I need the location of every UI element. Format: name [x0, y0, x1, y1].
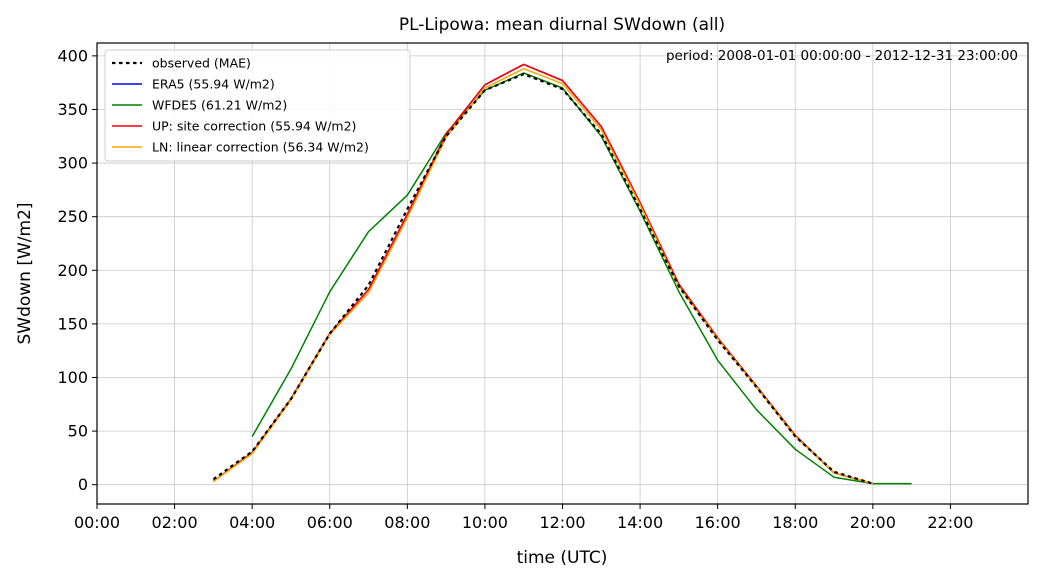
x-tick-label: 16:00 — [695, 513, 741, 532]
legend-box — [104, 49, 411, 162]
x-tick-label: 04:00 — [229, 513, 275, 532]
y-tick-label: 100 — [57, 368, 88, 387]
chart-title: PL-Lipowa: mean diurnal SWdown (all) — [399, 15, 725, 35]
legend-label: WFDE5 (61.21 W/m2) — [152, 98, 287, 113]
legend-label: LN: linear correction (56.34 W/m2) — [152, 140, 369, 155]
legend-label: UP: site correction (55.94 W/m2) — [152, 119, 356, 134]
x-tick-label: 22:00 — [927, 513, 973, 532]
x-tick-label: 18:00 — [772, 513, 818, 532]
x-tick-label: 00:00 — [74, 513, 120, 532]
x-tick-label: 20:00 — [850, 513, 896, 532]
series-lines — [212, 63, 912, 485]
legend: observed (MAE) ERA5 (55.94 W/m2) WFDE5 (61… — [104, 49, 411, 162]
y-tick-label: 400 — [57, 46, 88, 65]
y-tick-label: 300 — [57, 154, 88, 173]
legend-label: ERA5 (55.94 W/m2) — [152, 77, 275, 92]
grid — [96, 43, 1028, 504]
x-axis-title: time (UTC) — [517, 548, 608, 568]
x-tick-label: 02:00 — [152, 513, 198, 532]
x-tick-label: 06:00 — [307, 513, 353, 532]
y-tick-label: 250 — [57, 207, 88, 226]
legend-label: observed (MAE) — [152, 56, 251, 71]
x-tick-label: 12:00 — [539, 513, 585, 532]
x-axis-ticks: 00:00 02:00 04:00 06:00 08:00 10:00 12:00 14:00… — [74, 504, 973, 532]
y-axis-title: SWdown [W/m2] — [15, 202, 35, 344]
y-tick-label: 350 — [57, 100, 88, 119]
y-tick-label: 200 — [57, 261, 88, 280]
x-tick-label: 10:00 — [462, 513, 508, 532]
y-tick-label: 0 — [78, 475, 88, 494]
x-tick-label: 14:00 — [617, 513, 663, 532]
y-tick-label: 150 — [57, 314, 88, 333]
period-annotation: period: 2008-01-01 00:00:00 - 2012-12-31… — [666, 48, 1018, 64]
series-line-observed-mae — [212, 72, 874, 485]
y-tick-label: 50 — [68, 422, 88, 441]
x-tick-label: 08:00 — [384, 513, 430, 532]
series-line-wfde5-61-21-w-m2 — [251, 72, 912, 485]
y-axis-ticks: 0 50 100 150 200 250 300 350 400 — [57, 46, 97, 494]
